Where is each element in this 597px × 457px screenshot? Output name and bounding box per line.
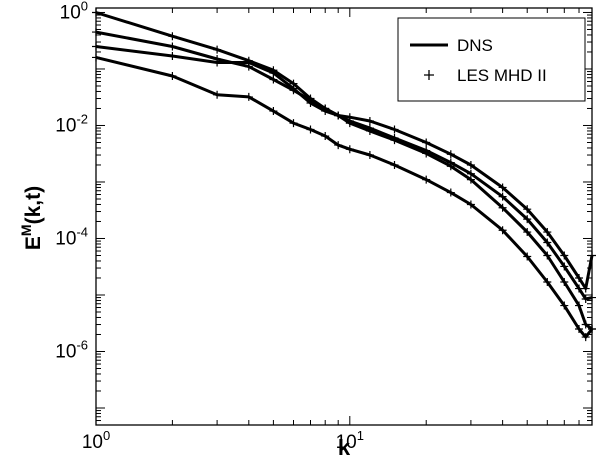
series-line-4 [95,55,594,339]
y-tick-label-exp: -6 [76,337,88,352]
series-line-2 [95,30,593,301]
les-marker [213,58,222,67]
series-line-1 [95,11,593,331]
les-marker [560,301,569,310]
y-tick-label: 10-2 [55,111,88,136]
les-marker [575,273,584,282]
les-marker [213,90,222,99]
les-marker [321,132,330,141]
les-marker [244,92,253,101]
y-axis-label-sup: M [18,224,34,236]
les-marker [422,146,431,155]
x-tick-label: 100 [82,428,110,453]
les-marker [498,226,507,235]
les-marker [306,98,315,107]
les-marker [575,301,584,310]
les-marker [498,183,507,192]
les-marker [466,200,475,209]
les-marker [321,107,330,116]
les-marker [581,320,590,329]
x-tick-label-base: 10 [336,432,357,453]
y-tick-label-exp: 0 [81,0,88,13]
les-marker [365,117,374,126]
les-marker [523,252,532,261]
les-marker [390,134,399,143]
legend-plus-swatch [424,70,434,80]
les-marker [168,51,177,60]
les-marker [543,277,552,286]
x-tick-label-exp: 0 [103,428,110,443]
les-marker [168,72,177,81]
axis-ticks [95,8,593,426]
plot-frame [95,7,593,426]
les-marker [581,284,590,293]
legend-label-dns: DNS [457,36,493,55]
les-marker [466,160,475,169]
les-marker [289,119,298,128]
y-axis-label: EM(k,t) [18,186,45,250]
les-marker [365,151,374,160]
les-marker [543,251,552,260]
les-marker [523,205,532,214]
les-marker [575,284,584,293]
les-marker [581,333,590,342]
les-marker [269,107,278,116]
x-tick-label-exp: 1 [357,428,364,443]
les-marker [334,111,343,120]
x-tick-label: 101 [336,428,364,453]
les-marker [560,277,569,286]
legend-box [397,17,586,102]
les-marker [168,32,177,41]
les-marker [365,124,374,133]
x-tick-label-base: 10 [82,432,103,453]
les-marker [581,294,590,303]
les-marker [446,150,455,159]
les-marker [289,84,298,93]
y-tick-label-base: 10 [55,228,76,249]
y-tick-label-base: 10 [55,341,76,362]
les-marker [422,138,431,147]
les-marker [334,141,343,150]
series-group [95,11,594,339]
les-marker [306,125,315,134]
y-tick-label: 100 [60,0,88,23]
y-tick-label: 10-6 [55,337,88,362]
les-marker [560,251,569,260]
y-axis-label-rest: (k,t) [22,186,45,225]
les-marker [575,325,584,334]
les-marker [168,42,177,51]
les-marker [390,125,399,134]
les-marker [422,175,431,184]
y-tick-label: 10-4 [55,224,88,249]
legend-label-les: LES MHD II [457,66,547,85]
les-marker [543,228,552,237]
y-axis-label-base: E [22,236,45,250]
les-marker [446,188,455,197]
y-tick-label-exp: -2 [76,111,88,126]
les-marker [244,58,253,67]
series-line-3 [95,45,594,290]
les-marker [345,145,354,154]
les-marker [543,238,552,247]
les-marker [446,158,455,167]
x-axis-label: k [338,435,351,457]
les-marker [466,169,475,178]
les-marker [498,203,507,212]
les-marker [523,215,532,224]
les-marker [560,262,569,271]
les-marker [498,192,507,201]
legend: DNS LES MHD II [397,17,586,102]
les-marker [213,45,222,54]
les-marker [390,160,399,169]
y-tick-label-base: 10 [55,115,76,136]
y-tick-label-base: 10 [60,2,81,23]
les-marker [269,68,278,77]
y-tick-label-exp: -4 [76,224,88,239]
x-tick-labels: 100 101 [82,428,364,453]
les-marker [345,113,354,122]
les-marker [523,228,532,237]
